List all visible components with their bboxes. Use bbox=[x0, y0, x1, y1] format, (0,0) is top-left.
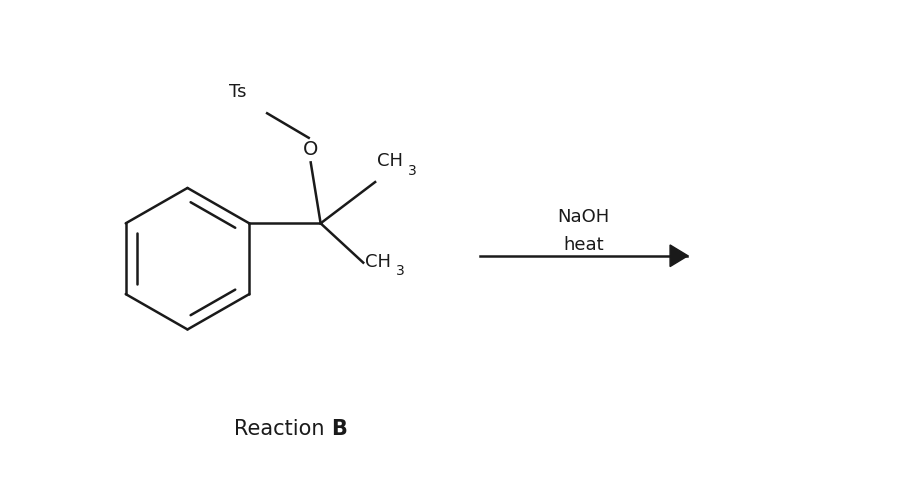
Text: CH: CH bbox=[365, 253, 392, 271]
Polygon shape bbox=[670, 245, 688, 267]
Text: O: O bbox=[303, 140, 318, 159]
Text: NaOH: NaOH bbox=[558, 208, 610, 227]
Text: 3: 3 bbox=[408, 164, 417, 178]
Text: CH: CH bbox=[377, 152, 403, 170]
Text: B: B bbox=[331, 419, 347, 439]
Text: heat: heat bbox=[564, 236, 604, 254]
Text: 3: 3 bbox=[396, 264, 405, 278]
Text: Ts: Ts bbox=[229, 83, 247, 102]
Text: Reaction: Reaction bbox=[234, 419, 331, 439]
